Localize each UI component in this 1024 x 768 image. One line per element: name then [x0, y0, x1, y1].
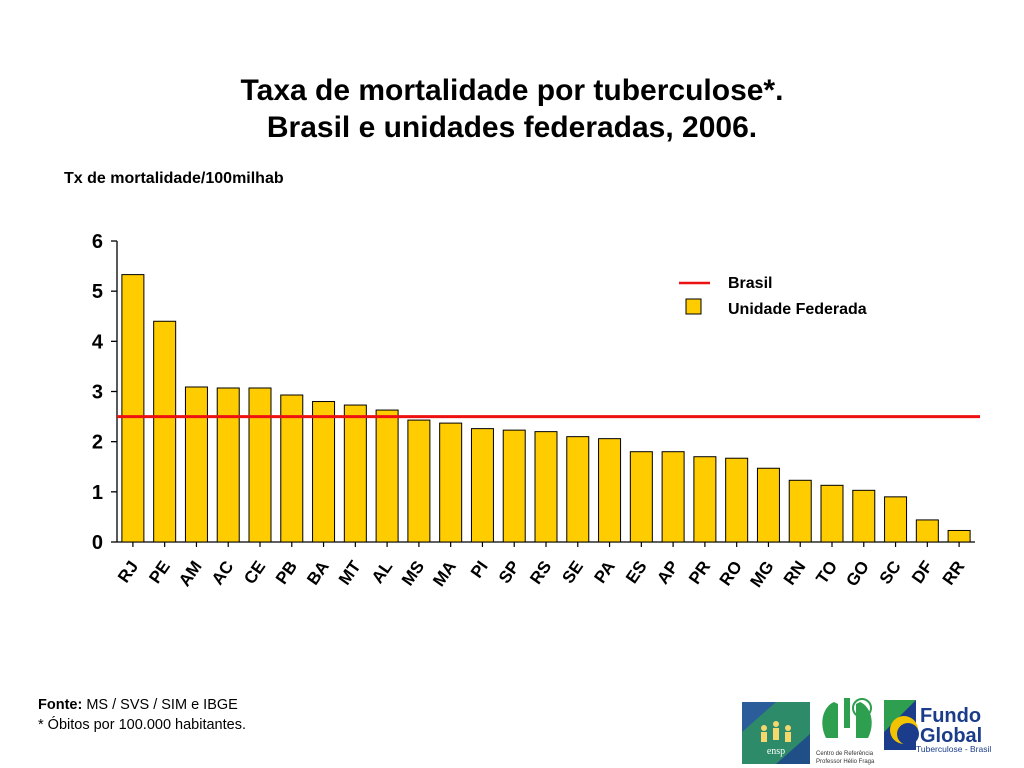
centro-logo-text-2: Professor Hélio Fraga — [816, 759, 875, 765]
x-tick-label: AL — [368, 557, 397, 586]
x-tick-label: RS — [526, 557, 555, 587]
fundo-logo-text-2: Global — [920, 725, 982, 747]
footnote: Fonte: MS / SVS / SIM e IBGE * Óbitos po… — [38, 695, 246, 735]
bar — [248, 387, 272, 543]
legend-label-brasil: Brasil — [728, 275, 772, 292]
x-tick-label: AP — [653, 557, 682, 587]
x-tick-label: MA — [429, 557, 460, 590]
chart-title: Taxa de mortalidade por tuberculose*. Br… — [0, 72, 1024, 146]
bar — [693, 456, 717, 543]
chart-title-line-1: Taxa de mortalidade por tuberculose*. — [240, 74, 784, 107]
bar — [280, 394, 304, 543]
ensp-logo: ensp — [742, 702, 810, 764]
ensp-logo-text: ensp — [767, 746, 785, 757]
bar — [153, 320, 177, 543]
legend: Brasil Unidade Federada — [679, 275, 867, 318]
bar — [470, 428, 494, 543]
bar — [407, 419, 431, 543]
x-tick-label: MG — [746, 557, 777, 590]
x-tick-label: RO — [716, 557, 746, 589]
bar — [534, 431, 558, 543]
bar — [216, 387, 240, 543]
bar — [629, 451, 653, 543]
x-tick-label: TO — [812, 557, 841, 587]
source-line: Fonte: MS / SVS / SIM e IBGE — [38, 695, 246, 715]
bar — [566, 436, 590, 543]
bar — [756, 467, 780, 543]
x-tick-label: RJ — [114, 557, 142, 586]
x-tick-label: PB — [272, 557, 301, 587]
logos: ensp Centro de Referência Professor Héli… — [742, 696, 991, 765]
x-tick-label: BA — [303, 557, 333, 588]
fundo-logo-text-1: Fundo — [920, 705, 981, 727]
bar — [947, 529, 971, 543]
x-tick-label: SC — [876, 557, 905, 587]
bar — [184, 386, 208, 543]
y-axis-label: Tx de mortalidade/100milhab — [64, 170, 284, 187]
x-tick-label: SE — [558, 557, 587, 586]
bar — [915, 519, 939, 543]
x-tick-label: PA — [590, 557, 618, 586]
x-tick-label: AM — [175, 557, 206, 590]
x-tick-label: DF — [908, 557, 937, 586]
bar — [852, 489, 876, 543]
bar-chart: 0 1 2 3 4 5 6 RJ PE AM AC CE PB BA MT AL MS MA PI SP RS SE PA… — [92, 231, 980, 591]
centro-logo-text-1: Centro de Referência — [816, 751, 874, 757]
x-tick-label: GO — [842, 557, 873, 590]
x-tick-labels: RJ PE AM AC CE PB BA MT AL MS MA PI SP RS SE PA ES AP PR RO… — [114, 557, 968, 591]
x-tick-label: PR — [685, 557, 714, 587]
bar — [502, 429, 526, 543]
bar — [312, 401, 336, 543]
x-tick-label: RR — [939, 557, 969, 588]
legend-label-uf: Unidade Federada — [728, 301, 867, 318]
bar — [788, 479, 812, 543]
x-tick-label: SP — [495, 557, 524, 586]
source-label: Fonte: — [38, 697, 83, 713]
bar — [820, 484, 844, 543]
y-tick-label: 3 — [92, 382, 103, 404]
fundo-global-logo: Fundo Global Tuberculose - Brasil — [884, 700, 991, 754]
x-tick-label: MT — [335, 557, 365, 589]
y-tick-label: 5 — [92, 281, 103, 303]
bar — [343, 404, 367, 543]
chart-title-line-2: Brasil e unidades federadas, 2006. — [266, 111, 758, 144]
bar — [439, 422, 463, 543]
y-tick-label: 0 — [92, 532, 103, 554]
source-text: MS / SVS / SIM e IBGE — [82, 697, 238, 713]
x-tick-label: ES — [622, 557, 651, 586]
y-tick-label: 6 — [92, 231, 103, 253]
fundo-logo-text-3: Tuberculose - Brasil — [916, 744, 991, 754]
bar — [884, 496, 908, 543]
x-tick-label: MS — [398, 557, 428, 589]
chart-bars — [121, 274, 971, 543]
footnote-note: * Óbitos por 100.000 habitantes. — [38, 717, 246, 733]
bar — [661, 451, 685, 543]
legend-swatch-uf — [685, 298, 702, 315]
y-tick-label: 1 — [92, 482, 103, 504]
centro-referencia-logo: Centro de Referência Professor Hélio Fra… — [816, 696, 878, 765]
bar — [725, 457, 749, 543]
bar — [375, 409, 399, 543]
x-tick-label: CE — [240, 557, 269, 587]
x-tick-label: RN — [780, 557, 810, 588]
y-tick-label: 4 — [92, 331, 104, 353]
x-tick-label: PI — [467, 557, 492, 581]
x-tick-label: AC — [208, 557, 238, 588]
x-tick-label: PE — [145, 557, 174, 586]
bar — [121, 274, 145, 543]
bar — [598, 438, 622, 543]
y-tick-label: 2 — [92, 432, 103, 454]
